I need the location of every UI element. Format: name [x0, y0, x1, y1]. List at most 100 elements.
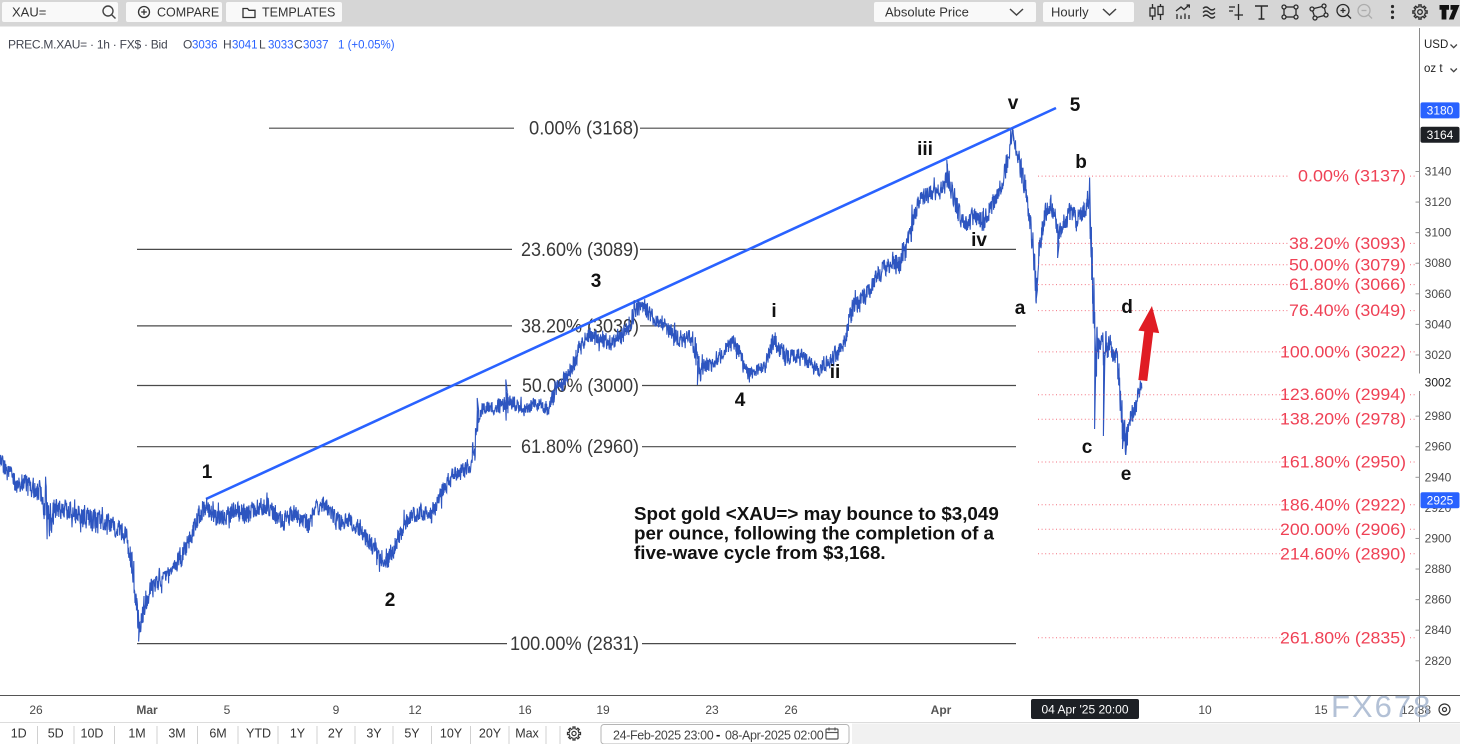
svg-text:38.20% (3093): 38.20% (3093): [1289, 234, 1406, 253]
svg-text:23: 23: [705, 703, 719, 717]
svg-text:5Y: 5Y: [404, 727, 420, 741]
svg-text:Max: Max: [515, 727, 539, 741]
svg-text:0.00% (3168): 0.00% (3168): [529, 119, 639, 140]
svg-text:3040: 3040: [1425, 317, 1452, 331]
svg-text:186.40% (2922): 186.40% (2922): [1280, 495, 1406, 514]
svg-text:a: a: [1015, 298, 1026, 319]
svg-text:26: 26: [784, 703, 798, 717]
svg-text:FX678: FX678: [1331, 689, 1432, 724]
svg-text:c: c: [1082, 437, 1093, 458]
svg-text:12: 12: [408, 703, 422, 717]
svg-text:XAU=: XAU=: [12, 5, 46, 20]
svg-text:24-Feb-2025 23:00: 24-Feb-2025 23:00: [613, 729, 714, 743]
svg-text:2: 2: [385, 590, 396, 611]
svg-text:2940: 2940: [1425, 470, 1452, 484]
svg-text:Apr: Apr: [931, 703, 952, 717]
svg-text:2Y: 2Y: [328, 727, 344, 741]
svg-text:2900: 2900: [1425, 531, 1452, 545]
svg-text:2880: 2880: [1425, 562, 1452, 576]
svg-text:1M: 1M: [128, 727, 145, 741]
svg-text:iii: iii: [917, 139, 933, 160]
svg-text:i: i: [771, 301, 776, 322]
svg-text:100.00% (3022): 100.00% (3022): [1280, 342, 1406, 361]
svg-text:H: H: [223, 38, 232, 52]
svg-text:3033: 3033: [268, 40, 294, 52]
svg-text:YTD: YTD: [246, 727, 271, 741]
svg-text:5: 5: [224, 703, 231, 717]
svg-text:5D: 5D: [48, 727, 64, 741]
svg-text:3Y: 3Y: [366, 727, 382, 741]
svg-text:Absolute Price: Absolute Price: [885, 5, 969, 20]
svg-text:12:38: 12:38: [1401, 703, 1431, 717]
svg-text:3: 3: [591, 271, 602, 292]
svg-text:iv: iv: [971, 230, 987, 251]
svg-text:9: 9: [333, 703, 340, 717]
svg-text:PREC.M.XAU= · 1h · FX$ · Bid: PREC.M.XAU= · 1h · FX$ · Bid: [8, 38, 167, 52]
svg-text:3080: 3080: [1425, 256, 1452, 270]
svg-text:L: L: [259, 38, 266, 52]
svg-text:19: 19: [596, 703, 610, 717]
svg-text:50.00% (3000): 50.00% (3000): [522, 376, 639, 397]
svg-text:4: 4: [735, 390, 746, 411]
svg-text:oz t: oz t: [1424, 63, 1443, 75]
svg-text:50.00% (3079): 50.00% (3079): [1289, 255, 1406, 274]
svg-text:per ounce, following the compl: per ounce, following the completion of a: [634, 523, 995, 544]
svg-text:10D: 10D: [81, 727, 104, 741]
svg-text:1Y: 1Y: [290, 727, 306, 741]
svg-text:0.00% (3137): 0.00% (3137): [1298, 167, 1406, 186]
svg-text:1 (+0.05%): 1 (+0.05%): [338, 40, 395, 52]
svg-text:6M: 6M: [209, 727, 226, 741]
svg-text:3060: 3060: [1425, 287, 1452, 301]
svg-text:Mar: Mar: [136, 703, 158, 717]
svg-text:3100: 3100: [1425, 226, 1452, 240]
svg-text:261.80% (2835): 261.80% (2835): [1280, 628, 1406, 647]
svg-text:161.80% (2950): 161.80% (2950): [1280, 453, 1406, 472]
svg-text:2860: 2860: [1425, 593, 1452, 607]
svg-text:d: d: [1121, 297, 1133, 318]
svg-text:3037: 3037: [303, 40, 329, 52]
svg-text:v: v: [1008, 93, 1019, 114]
svg-text:61.80% (2960): 61.80% (2960): [521, 437, 639, 458]
svg-text:20Y: 20Y: [479, 727, 502, 741]
svg-text:26: 26: [29, 703, 43, 717]
svg-text:O: O: [183, 38, 192, 52]
svg-text:15: 15: [1314, 703, 1328, 717]
svg-text:ii: ii: [830, 362, 841, 383]
svg-text:3140: 3140: [1425, 165, 1452, 179]
svg-text:3002: 3002: [1425, 376, 1452, 390]
svg-text:2960: 2960: [1425, 440, 1452, 454]
svg-text:-: -: [716, 727, 720, 742]
svg-text:5: 5: [1070, 95, 1081, 116]
svg-text:2820: 2820: [1425, 654, 1452, 668]
svg-text:COMPARE: COMPARE: [157, 6, 219, 20]
svg-text:214.60% (2890): 214.60% (2890): [1280, 544, 1406, 563]
svg-text:Hourly: Hourly: [1051, 5, 1089, 20]
svg-text:3036: 3036: [192, 40, 218, 52]
svg-text:3041: 3041: [232, 40, 258, 52]
svg-text:2840: 2840: [1425, 623, 1452, 637]
svg-text:08-Apr-2025 02:00: 08-Apr-2025 02:00: [725, 729, 824, 743]
svg-text:3180: 3180: [1427, 104, 1454, 118]
svg-text:2925: 2925: [1427, 493, 1454, 507]
svg-text:123.60% (2994): 123.60% (2994): [1280, 385, 1406, 404]
svg-text:1D: 1D: [11, 727, 27, 741]
svg-text:23.60% (3089): 23.60% (3089): [521, 240, 639, 261]
svg-text:138.20% (2978): 138.20% (2978): [1280, 410, 1406, 429]
svg-text:10: 10: [1198, 703, 1212, 717]
svg-text:200.00% (2906): 200.00% (2906): [1280, 520, 1406, 539]
svg-text:2980: 2980: [1425, 409, 1452, 423]
svg-text:C: C: [294, 38, 303, 52]
svg-text:3120: 3120: [1425, 195, 1452, 209]
svg-text:e: e: [1121, 464, 1132, 485]
svg-text:Spot gold <XAU=> may bounce to: Spot gold <XAU=> may bounce to $3,049: [634, 503, 999, 524]
svg-text:3164: 3164: [1427, 128, 1454, 142]
svg-text:1: 1: [202, 462, 213, 483]
svg-text:100.00% (2831): 100.00% (2831): [510, 634, 639, 655]
svg-text:16: 16: [518, 703, 532, 717]
svg-text:61.80% (3066): 61.80% (3066): [1289, 275, 1406, 294]
svg-text:3020: 3020: [1425, 348, 1452, 362]
svg-text:76.40% (3049): 76.40% (3049): [1289, 301, 1406, 320]
svg-text:USD: USD: [1424, 39, 1448, 51]
svg-text:TEMPLATES: TEMPLATES: [262, 6, 335, 20]
svg-text:b: b: [1075, 152, 1087, 173]
